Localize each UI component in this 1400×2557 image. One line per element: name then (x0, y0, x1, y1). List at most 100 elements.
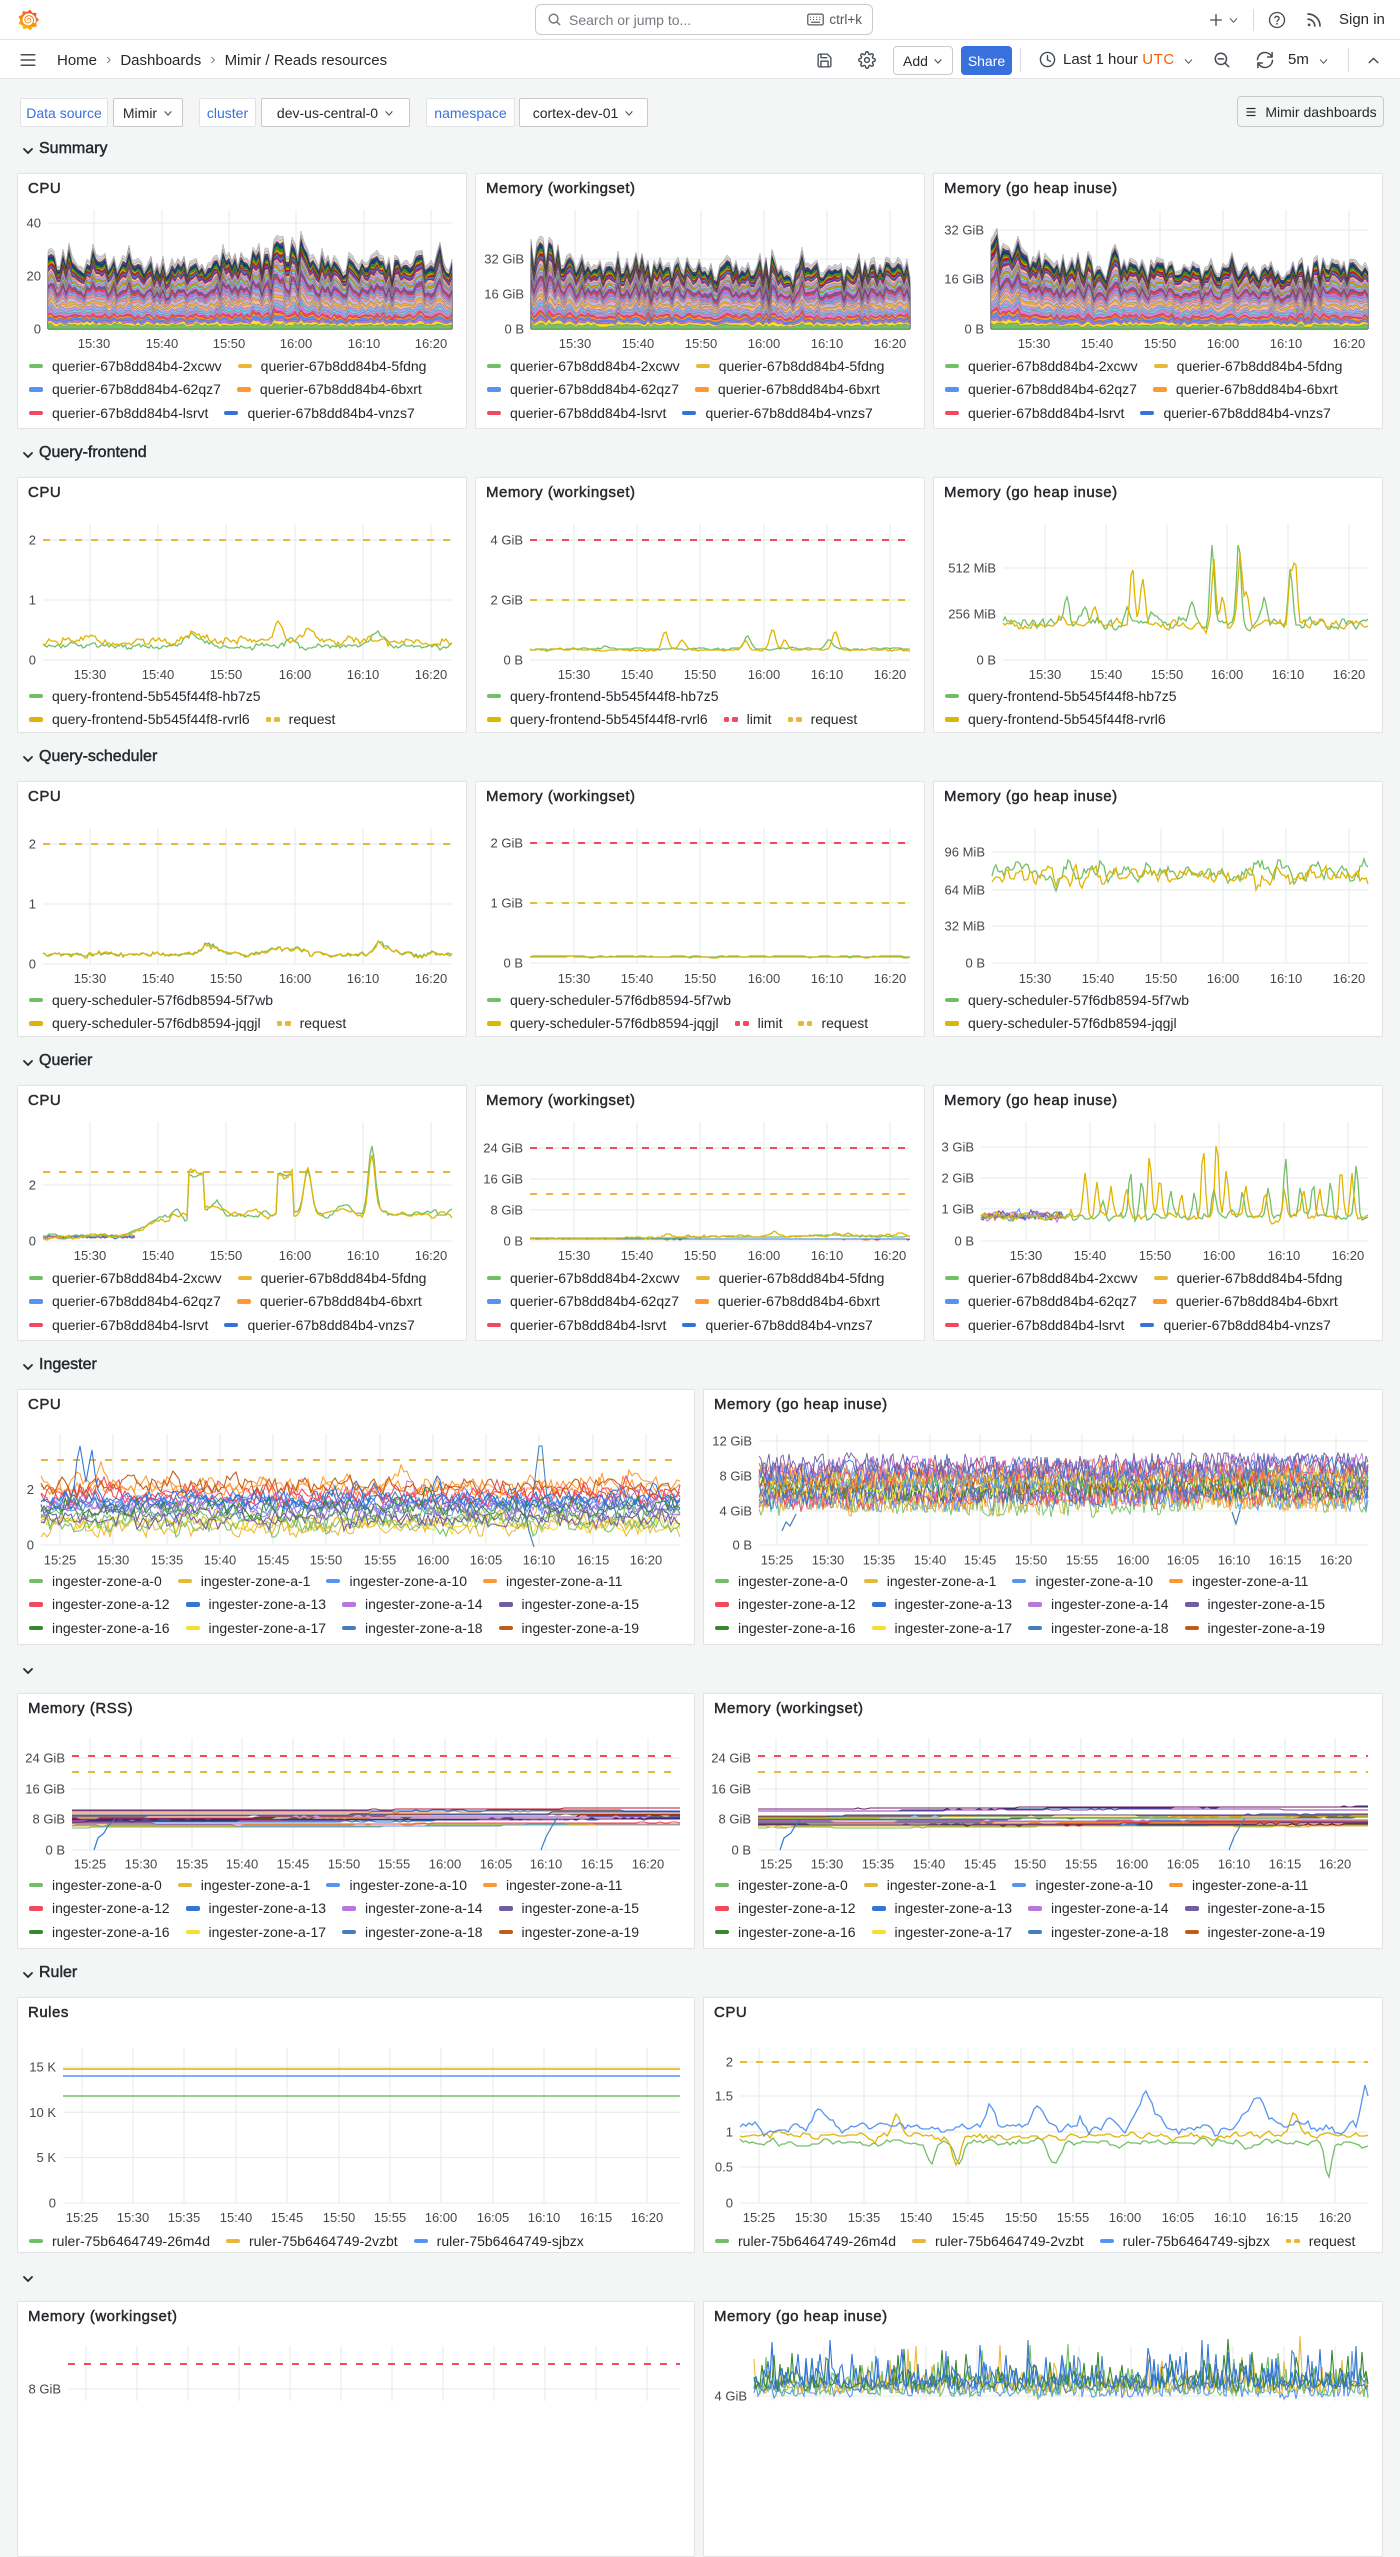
svg-text:16:15: 16:15 (1269, 1553, 1302, 1568)
svg-text:15:50: 15:50 (684, 971, 717, 986)
svg-text:16:20: 16:20 (415, 1248, 448, 1263)
svg-text:15:35: 15:35 (863, 1553, 896, 1568)
svg-text:2 GiB: 2 GiB (490, 836, 523, 851)
svg-text:24 GiB: 24 GiB (483, 1141, 523, 1156)
svg-text:16:20: 16:20 (632, 1857, 665, 1872)
svg-text:15:40: 15:40 (1074, 1248, 1107, 1263)
svg-text:1: 1 (726, 2125, 733, 2140)
svg-text:16:15: 16:15 (580, 2210, 613, 2225)
svg-text:16:10: 16:10 (1270, 336, 1303, 351)
svg-text:16 GiB: 16 GiB (711, 1782, 751, 1797)
svg-text:1.5: 1.5 (715, 2089, 733, 2104)
svg-text:1: 1 (29, 897, 36, 912)
svg-text:15:40: 15:40 (204, 1553, 237, 1568)
svg-text:15:45: 15:45 (257, 1553, 290, 1568)
svg-text:15:40: 15:40 (142, 1248, 175, 1263)
svg-text:16:10: 16:10 (347, 667, 380, 682)
svg-text:15:50: 15:50 (1145, 971, 1178, 986)
svg-text:2 GiB: 2 GiB (941, 1171, 974, 1186)
svg-text:16:10: 16:10 (1272, 667, 1305, 682)
svg-text:15 K: 15 K (29, 2060, 56, 2075)
svg-text:15:30: 15:30 (559, 336, 592, 351)
svg-text:15:35: 15:35 (151, 1553, 184, 1568)
svg-text:15:30: 15:30 (78, 336, 111, 351)
svg-text:2: 2 (29, 837, 36, 852)
svg-text:16:00: 16:00 (1116, 1857, 1149, 1872)
svg-text:15:45: 15:45 (964, 1553, 997, 1568)
svg-text:16:20: 16:20 (1333, 336, 1366, 351)
svg-text:15:50: 15:50 (323, 2210, 356, 2225)
svg-text:16:15: 16:15 (1269, 1857, 1302, 1872)
svg-text:15:30: 15:30 (795, 2210, 828, 2225)
svg-text:15:45: 15:45 (271, 2210, 304, 2225)
svg-text:15:35: 15:35 (168, 2210, 201, 2225)
svg-text:15:30: 15:30 (1010, 1248, 1043, 1263)
svg-text:15:25: 15:25 (44, 1553, 77, 1568)
svg-text:15:50: 15:50 (1005, 2210, 1038, 2225)
svg-text:16:20: 16:20 (1333, 667, 1366, 682)
svg-text:0: 0 (27, 1538, 34, 1553)
svg-text:15:40: 15:40 (142, 667, 175, 682)
svg-text:16:05: 16:05 (1167, 1857, 1200, 1872)
svg-text:256 MiB: 256 MiB (948, 607, 996, 622)
svg-text:96 MiB: 96 MiB (945, 845, 985, 860)
svg-text:15:50: 15:50 (310, 1553, 343, 1568)
svg-text:15:40: 15:40 (220, 2210, 253, 2225)
svg-text:16:20: 16:20 (874, 667, 907, 682)
svg-text:5 K: 5 K (36, 2150, 56, 2165)
svg-text:0 B: 0 B (503, 956, 523, 971)
svg-text:16:00: 16:00 (748, 1248, 781, 1263)
svg-text:12 GiB: 12 GiB (712, 1434, 752, 1449)
svg-text:64 MiB: 64 MiB (945, 883, 985, 898)
svg-text:16:10: 16:10 (1214, 2210, 1247, 2225)
svg-text:15:50: 15:50 (684, 667, 717, 682)
svg-text:16 GiB: 16 GiB (25, 1782, 65, 1797)
svg-text:16:20: 16:20 (1319, 1857, 1352, 1872)
svg-text:0 B: 0 B (503, 653, 523, 668)
svg-text:16:00: 16:00 (417, 1553, 450, 1568)
svg-text:16:20: 16:20 (631, 2210, 664, 2225)
svg-text:16:20: 16:20 (415, 971, 448, 986)
svg-text:2: 2 (29, 1178, 36, 1193)
svg-text:16:00: 16:00 (1117, 1553, 1150, 1568)
svg-text:4 GiB: 4 GiB (719, 1504, 752, 1519)
svg-text:0: 0 (49, 2196, 56, 2211)
svg-text:15:35: 15:35 (862, 1857, 895, 1872)
svg-text:16:00: 16:00 (748, 336, 781, 351)
svg-text:16:20: 16:20 (1319, 2210, 1352, 2225)
svg-text:15:25: 15:25 (74, 1857, 107, 1872)
svg-text:0 B: 0 B (503, 1234, 523, 1249)
svg-text:15:50: 15:50 (1151, 667, 1184, 682)
svg-text:16:00: 16:00 (1203, 1248, 1236, 1263)
svg-text:16:10: 16:10 (523, 1553, 556, 1568)
svg-text:15:55: 15:55 (1066, 1553, 1099, 1568)
svg-text:15:40: 15:40 (621, 1248, 654, 1263)
svg-text:16:15: 16:15 (1266, 2210, 1299, 2225)
svg-text:4 GiB: 4 GiB (490, 533, 523, 548)
svg-text:0 B: 0 B (45, 1843, 65, 1858)
svg-text:16:10: 16:10 (811, 1248, 844, 1263)
svg-text:8 GiB: 8 GiB (718, 1812, 751, 1827)
svg-text:15:40: 15:40 (1090, 667, 1123, 682)
svg-text:16:10: 16:10 (530, 1857, 563, 1872)
svg-text:16:10: 16:10 (811, 667, 844, 682)
svg-text:15:40: 15:40 (146, 336, 179, 351)
svg-text:15:50: 15:50 (1139, 1248, 1172, 1263)
svg-text:16:00: 16:00 (280, 336, 313, 351)
svg-text:0: 0 (29, 1234, 36, 1249)
svg-text:32 GiB: 32 GiB (944, 223, 984, 238)
svg-text:15:30: 15:30 (1019, 971, 1052, 986)
svg-text:15:30: 15:30 (811, 1857, 844, 1872)
svg-text:15:55: 15:55 (364, 1553, 397, 1568)
svg-text:16:10: 16:10 (811, 971, 844, 986)
svg-text:15:50: 15:50 (210, 971, 243, 986)
svg-text:15:40: 15:40 (913, 1857, 946, 1872)
svg-text:15:50: 15:50 (1014, 1857, 1047, 1872)
svg-text:4 GiB: 4 GiB (714, 2389, 747, 2404)
svg-text:16:20: 16:20 (630, 1553, 663, 1568)
svg-text:16:00: 16:00 (425, 2210, 458, 2225)
svg-text:16:05: 16:05 (1167, 1553, 1200, 1568)
svg-text:16:20: 16:20 (415, 667, 448, 682)
svg-text:15:35: 15:35 (848, 2210, 881, 2225)
svg-text:15:25: 15:25 (743, 2210, 776, 2225)
